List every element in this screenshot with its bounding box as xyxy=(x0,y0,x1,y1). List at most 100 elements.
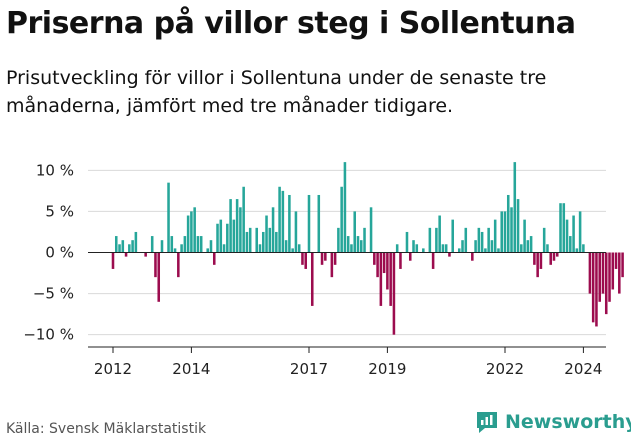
bar xyxy=(288,194,291,253)
bar xyxy=(487,227,490,253)
bar xyxy=(294,211,298,253)
bar xyxy=(216,223,219,253)
bars xyxy=(111,162,624,335)
bar xyxy=(604,252,608,315)
bar xyxy=(608,252,611,302)
bar xyxy=(245,231,249,253)
bar xyxy=(248,227,252,253)
bar xyxy=(480,231,484,253)
bar xyxy=(529,236,533,253)
bar xyxy=(330,252,334,278)
x-tick-label: 2017 xyxy=(290,360,328,378)
bar xyxy=(611,252,615,290)
bar xyxy=(552,252,556,261)
bar xyxy=(444,244,448,253)
bar xyxy=(379,252,383,306)
bar xyxy=(500,211,503,253)
bar xyxy=(523,219,526,253)
bar xyxy=(578,211,582,253)
bar xyxy=(226,223,229,253)
y-tick-label: −5 % xyxy=(33,285,74,303)
bar xyxy=(539,252,543,269)
bar xyxy=(431,252,435,269)
bar xyxy=(124,252,128,257)
bar xyxy=(382,252,386,274)
chart-subtitle: Prisutveckling för villor i Sollentuna u… xyxy=(6,67,547,117)
bar xyxy=(408,252,412,261)
x-tick-label: 2022 xyxy=(486,360,524,378)
bar xyxy=(536,252,539,278)
bar xyxy=(340,186,343,253)
bar xyxy=(526,240,530,253)
bar xyxy=(588,252,592,294)
bar xyxy=(405,231,409,253)
bar xyxy=(154,252,157,278)
bar xyxy=(582,244,585,253)
bar xyxy=(278,186,281,253)
bar xyxy=(114,236,118,253)
bar xyxy=(121,240,125,253)
bar xyxy=(441,244,445,253)
bar xyxy=(157,252,161,302)
bar xyxy=(359,240,363,253)
bar xyxy=(242,186,245,253)
bar xyxy=(128,244,131,253)
bar xyxy=(304,252,307,269)
bar xyxy=(572,215,575,253)
bar xyxy=(562,203,566,253)
bar-chart: 10 % 5 % 0 % −5 % −10 % 2012 2014 2017 2019 2022… xyxy=(23,161,624,378)
bar xyxy=(346,236,350,253)
bar xyxy=(395,244,399,253)
y-tick-label: 5 % xyxy=(45,202,74,220)
bar xyxy=(546,244,549,253)
bar xyxy=(591,252,595,323)
bar xyxy=(239,207,242,253)
bar xyxy=(376,252,379,278)
bar xyxy=(542,227,546,253)
bar xyxy=(118,244,121,253)
y-tick-label: −10 % xyxy=(23,326,74,344)
bar xyxy=(477,227,481,253)
bar xyxy=(392,252,396,335)
bar xyxy=(350,244,353,253)
bar xyxy=(369,207,373,253)
bar xyxy=(356,236,360,253)
bar xyxy=(353,211,356,253)
bar xyxy=(601,252,605,294)
bar xyxy=(297,244,301,253)
bar xyxy=(598,252,601,302)
bar xyxy=(209,240,213,253)
bar xyxy=(457,248,461,253)
brand-name: Newsworthy xyxy=(505,411,631,433)
bar xyxy=(324,252,327,261)
bar xyxy=(320,252,324,265)
bar xyxy=(503,211,507,253)
bar xyxy=(131,240,134,253)
bar xyxy=(333,252,337,265)
bar xyxy=(513,162,517,253)
bar xyxy=(265,215,268,253)
bar xyxy=(595,252,598,327)
bar xyxy=(180,244,183,253)
bar xyxy=(484,248,487,253)
bar xyxy=(510,207,513,253)
bar xyxy=(533,252,536,265)
bar xyxy=(317,194,321,253)
bar xyxy=(435,227,438,253)
bar xyxy=(471,252,474,261)
x-axis: 2012 2014 2017 2019 2022 2024 xyxy=(88,346,606,378)
grid-lines xyxy=(88,169,606,336)
bar xyxy=(183,236,187,253)
bar xyxy=(275,231,278,253)
bar xyxy=(389,252,392,306)
bar xyxy=(111,252,115,269)
bar xyxy=(235,199,239,253)
bar xyxy=(186,215,190,253)
bar xyxy=(173,248,177,253)
bar xyxy=(555,252,559,257)
chart-title: Priserna på villor steg i Sollentuna xyxy=(6,6,576,41)
bar xyxy=(386,252,389,290)
y-axis-labels: 10 % 5 % 0 % −5 % −10 % xyxy=(23,161,74,343)
bar xyxy=(343,162,347,253)
bar xyxy=(284,240,288,253)
